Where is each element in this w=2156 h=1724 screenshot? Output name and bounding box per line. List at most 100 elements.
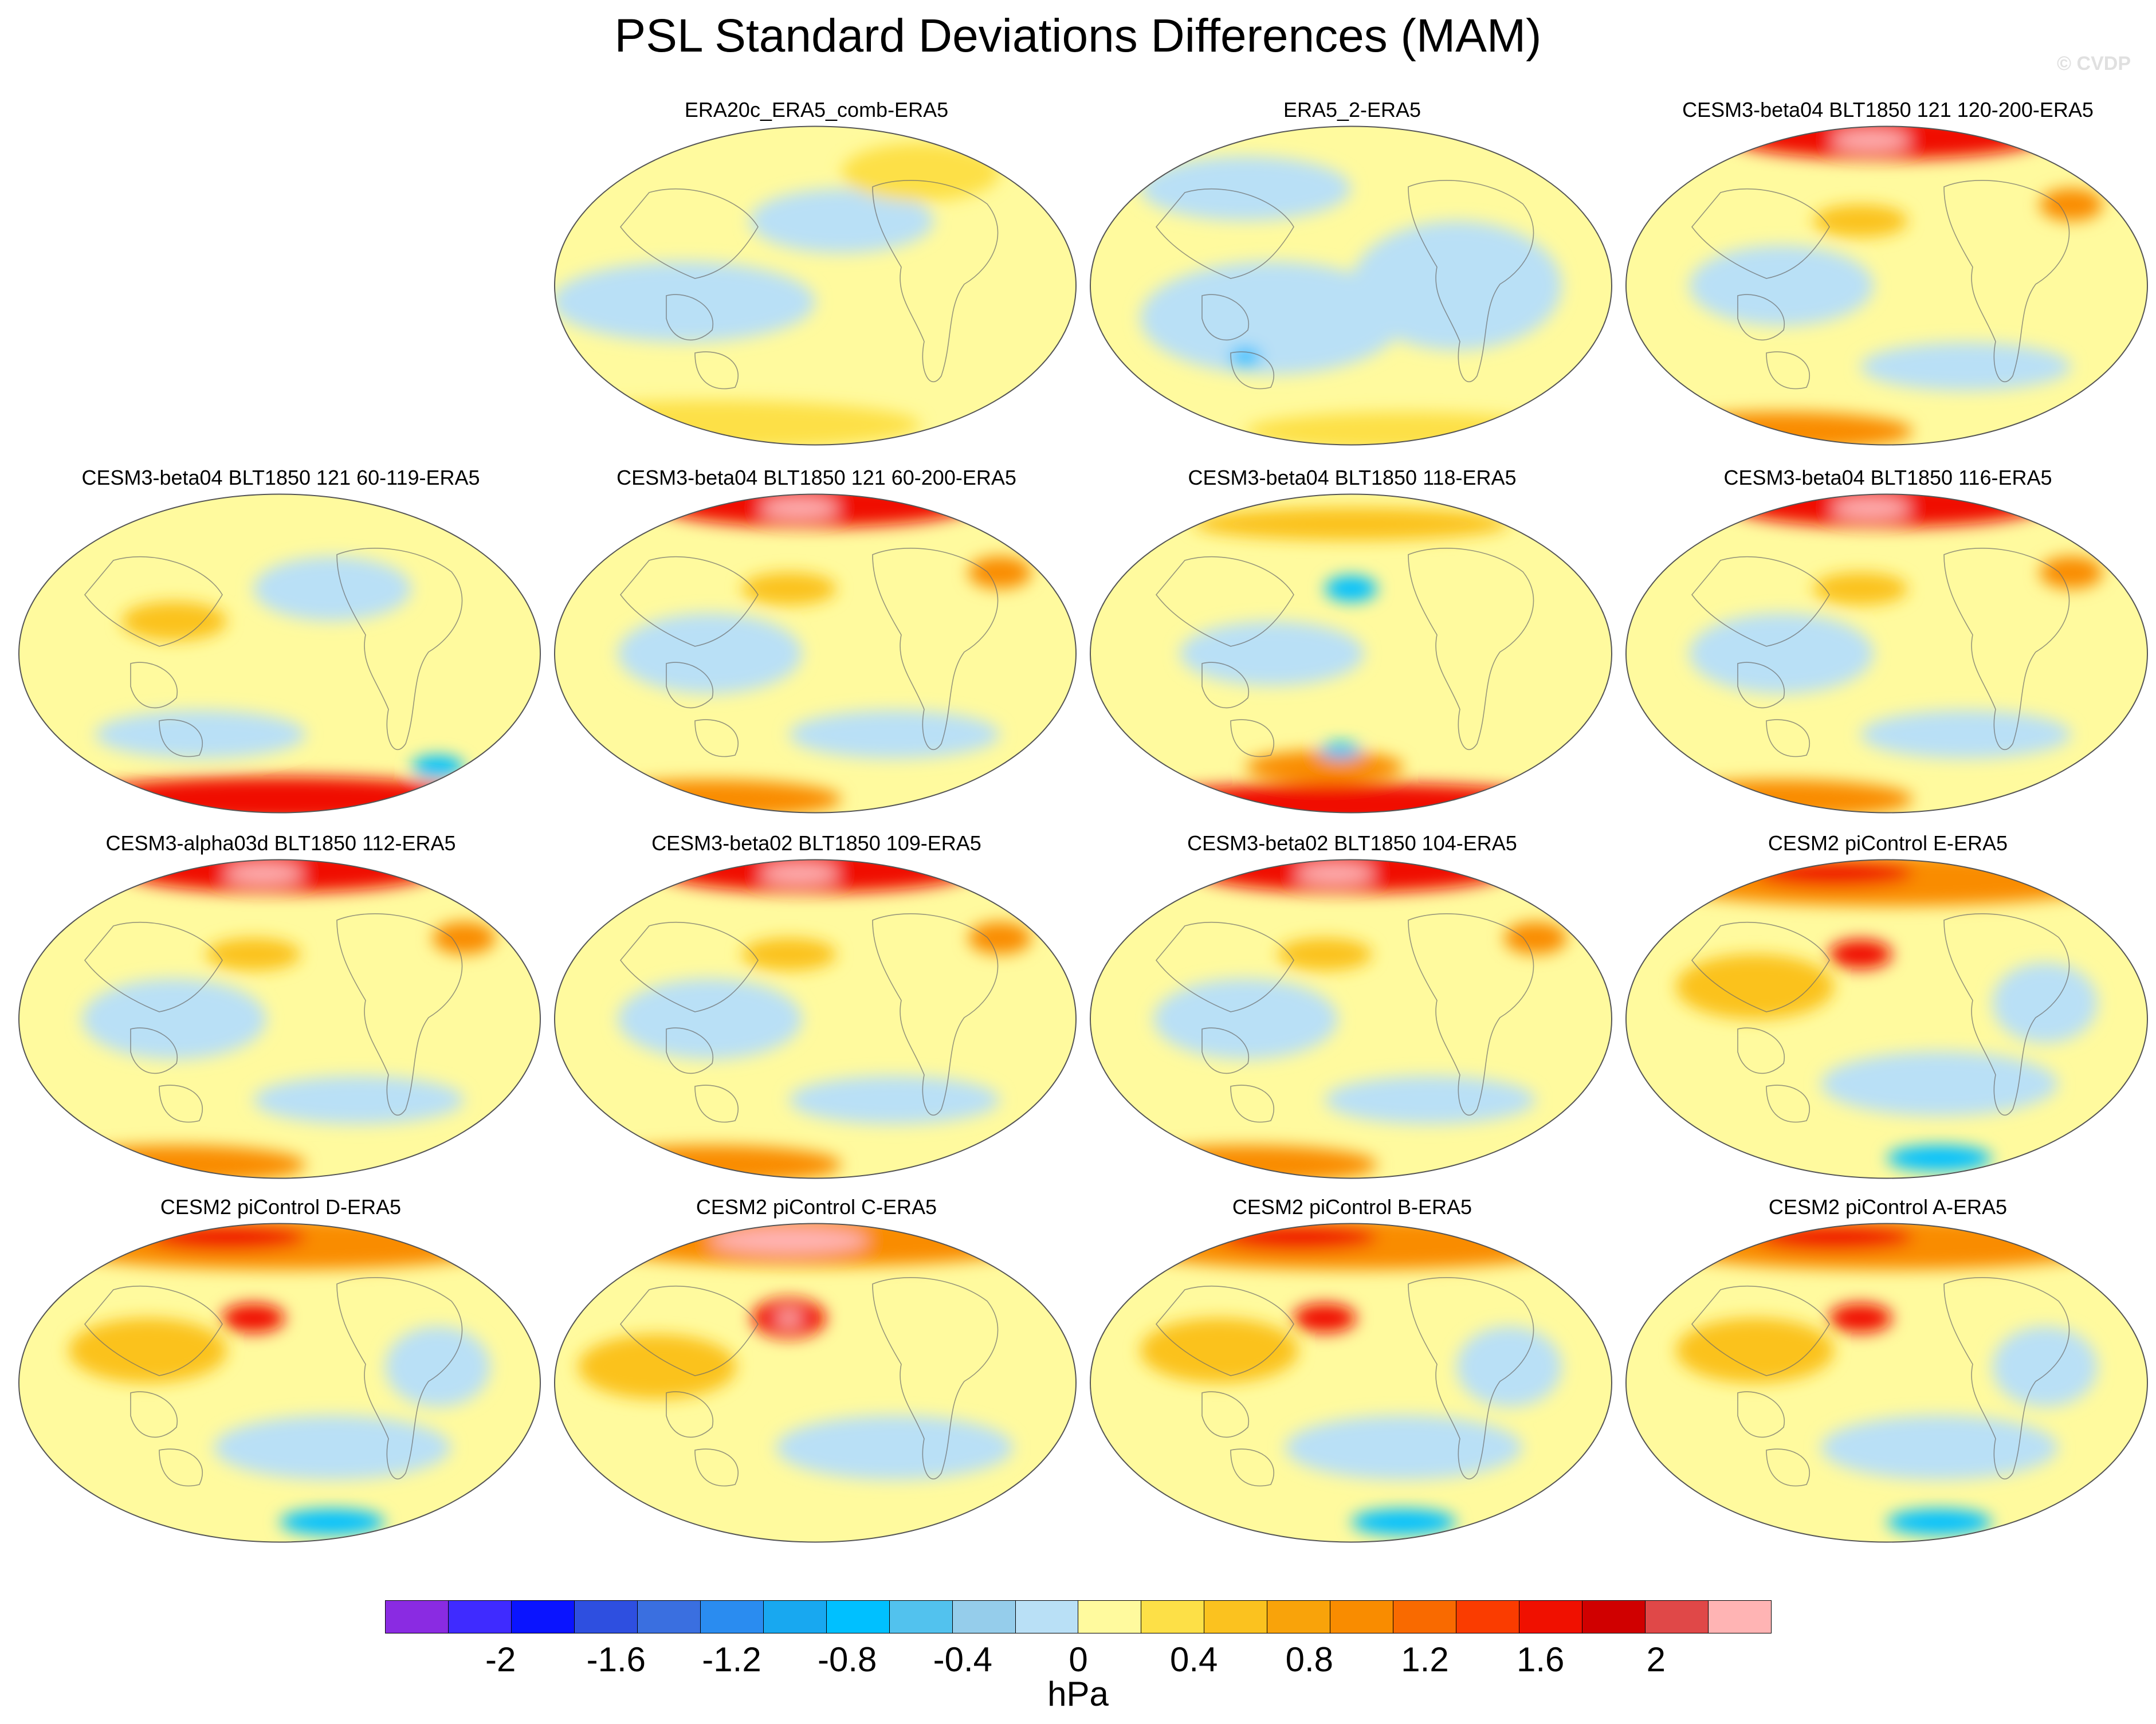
anomaly-region [1831,498,1911,518]
anomaly-region [1295,863,1375,883]
coastline [84,548,463,757]
colorbar-segment [826,1601,890,1633]
map-panel: ERA20c_ERA5_comb-ERA5 [547,97,1086,464]
colorbar-segment [763,1601,827,1633]
map-panel: CESM3-alpha03d BLT1850 112-ERA5 [11,831,550,1197]
colorbar-segment [952,1601,1016,1633]
coastline [1155,180,1534,390]
anomaly-region [760,863,839,883]
anomaly-region [1503,922,1568,955]
anomaly-region [1831,130,1911,150]
coastline [1691,913,2070,1123]
robinson-map [1625,493,2148,814]
robinson-map [1090,493,1612,814]
anomaly-region [280,1509,385,1536]
anomaly-region [1140,1318,1298,1383]
anomaly-region [1821,1051,2058,1116]
anomaly-region [789,710,1000,759]
anomaly-region [1755,860,1913,886]
anomaly-region [2039,556,2103,589]
anomaly-region [121,602,227,641]
anomaly-region [214,1415,451,1480]
colorbar [385,1600,1772,1633]
map-border [1090,1223,1612,1543]
coastline [84,1277,463,1487]
map-panel: CESM3-beta04 BLT1850 121 60-200-ERA5 [547,465,1086,832]
anomaly-region [1860,710,2071,759]
anomaly-region [1689,612,1874,694]
coastline [619,1277,999,1487]
map-panel-title: CESM2 piControl E-ERA5 [1768,831,2008,855]
anomaly-region [432,922,496,955]
map-panel-title: CESM3-beta04 BLT1850 116-ERA5 [1723,466,2052,489]
colorbar-segment [1393,1601,1457,1633]
map-border [554,493,1077,814]
anomaly-region [1351,1509,1456,1536]
map-border [1625,125,2148,446]
map-panel: CESM2 piControl A-ERA5 [1619,1195,2156,1561]
colorbar-tick-label: 0 [1069,1640,1088,1679]
anomaly-region [1140,156,1351,221]
map-border [18,859,541,1179]
anomaly-region [1246,751,1404,783]
colorbar-segment [1709,1601,1771,1633]
anomaly-region [1114,783,1588,813]
robinson-map [1625,1223,2148,1543]
robinson-map [554,493,1077,814]
map-border [554,125,1077,446]
anomaly-region [760,498,839,518]
anomaly-region [69,1318,227,1383]
anomaly-region [206,938,301,971]
anomaly-region [1689,245,1874,327]
map-panel: CESM2 piControl C-ERA5 [547,1195,1086,1561]
anomaly-region [1887,1145,1992,1172]
robinson-map [18,859,541,1179]
anomaly-region [2039,188,2103,221]
colorbar-tick-label: 1.2 [1401,1640,1449,1679]
anomaly-region [221,1303,285,1333]
anomaly-region [1828,940,1892,969]
coastline [1691,180,2070,390]
map-border [1090,859,1612,1179]
colorbar-segment [1582,1601,1646,1633]
anomaly-region [741,572,837,605]
anomaly-region [1676,1318,1834,1383]
coastline [1691,548,2070,757]
map-panel-title: CESM2 piControl B-ERA5 [1232,1195,1472,1219]
anomaly-region [253,1075,464,1125]
colorbar-segment [1456,1601,1520,1633]
anomaly-region [741,938,837,971]
anomaly-region [1277,938,1372,971]
colorbar-segment [1204,1601,1268,1633]
robinson-map [554,859,1077,1179]
colorbar-tick-label: -1.6 [586,1640,646,1679]
colorbar-segment [1330,1601,1394,1633]
colorbar-tick-label: -0.8 [817,1640,877,1679]
anomaly-region [82,978,266,1060]
map-panel: CESM3-beta04 BLT1850 118-ERA5 [1083,465,1621,832]
colorbar-segment [1141,1601,1205,1633]
anomaly-region [1319,742,1362,759]
robinson-map [554,125,1077,446]
map-panel-title: CESM3-beta04 BLT1850 121 60-200-ERA5 [616,466,1016,489]
map-panel: CESM2 piControl E-ERA5 [1619,831,2156,1197]
map-panel: CESM3-beta02 BLT1850 104-ERA5 [1083,831,1621,1197]
anomaly-region [1219,1224,1377,1250]
coastline [1155,913,1534,1123]
map-background [19,494,540,813]
anomaly-region [1293,1303,1357,1333]
anomaly-region [1180,621,1364,686]
map-panel-title: CESM2 piControl C-ERA5 [696,1195,937,1219]
anomaly-region [776,1311,802,1325]
colorbar-segment [511,1601,575,1633]
anomaly-region [968,922,1032,955]
anomaly-region [1813,205,1908,237]
map-panel-title: CESM3-beta04 BLT1850 118-ERA5 [1188,466,1517,489]
colorbar-tick-label: 2 [1646,1640,1666,1679]
colorbar-segment [1015,1601,1079,1633]
anomaly-region [1230,347,1262,367]
map-panel-title: CESM2 piControl A-ERA5 [1768,1195,2008,1219]
anomaly-region [1821,1415,2058,1480]
colorbar-tick-label: 0.8 [1285,1640,1333,1679]
map-panel: CESM3-beta04 BLT1850 116-ERA5 [1619,465,2156,832]
